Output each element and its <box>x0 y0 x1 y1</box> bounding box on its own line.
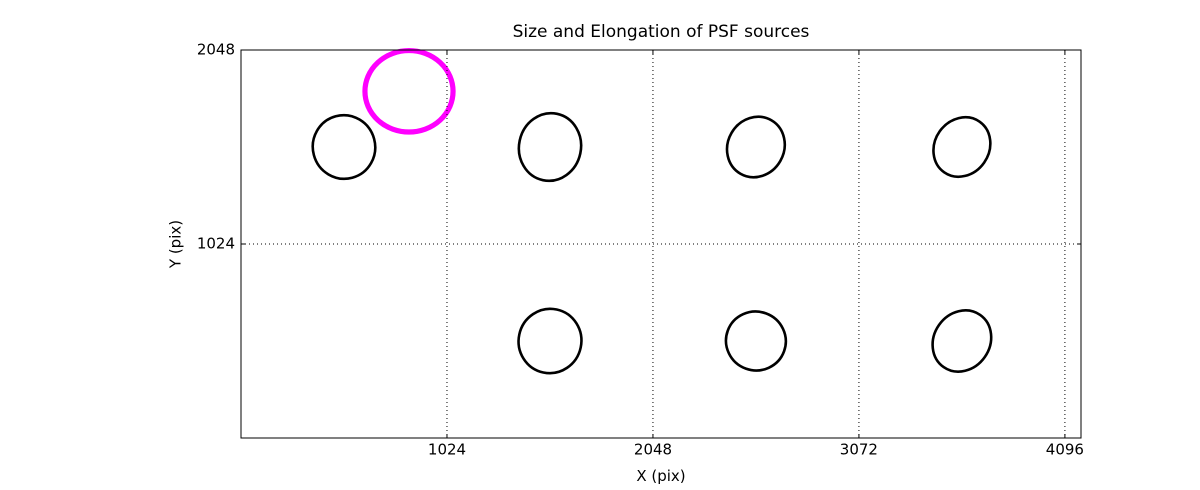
y-tick-label: 2048 <box>197 41 235 59</box>
psf-ellipse <box>517 111 583 183</box>
psf-ellipse <box>725 115 787 179</box>
psf-ellipse <box>311 113 377 181</box>
x-tick-label: 1024 <box>428 441 466 459</box>
psf-ellipse <box>517 307 583 375</box>
chart-title: Size and Elongation of PSF sources <box>512 22 810 42</box>
x-tick-label: 3072 <box>840 441 878 459</box>
x-axis-label: X (pix) <box>636 467 686 485</box>
x-tick-label: 4096 <box>1046 441 1084 459</box>
psf-ellipse <box>932 115 992 179</box>
y-tick-label: 1024 <box>197 235 235 253</box>
x-tick-label: 2048 <box>634 441 672 459</box>
highlight-ellipse <box>362 47 456 135</box>
psf-ellipse <box>724 310 788 372</box>
y-axis-label: Y (pix) <box>166 219 185 269</box>
psf-ellipse <box>931 309 993 373</box>
